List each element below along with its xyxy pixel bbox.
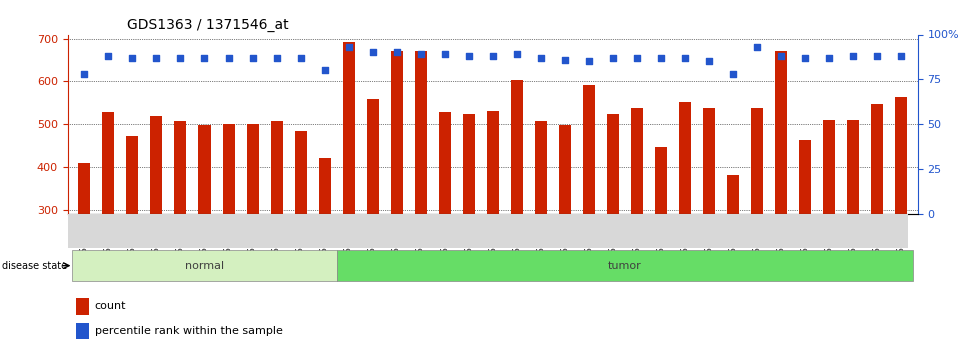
Bar	[535, 121, 547, 338]
Point	[653, 55, 668, 61]
FancyBboxPatch shape	[72, 250, 336, 281]
Bar	[895, 97, 907, 338]
Bar	[463, 114, 474, 338]
Bar	[343, 42, 355, 338]
Point	[389, 50, 405, 55]
Text: tumor: tumor	[608, 261, 641, 270]
Point	[725, 71, 741, 77]
Bar	[222, 124, 235, 338]
Bar	[607, 115, 619, 338]
Bar	[102, 112, 114, 338]
Point	[76, 71, 92, 77]
Bar	[151, 116, 162, 338]
Point	[605, 55, 620, 61]
Point	[845, 53, 861, 59]
Bar	[439, 112, 450, 338]
Text: normal: normal	[185, 261, 224, 270]
Point	[221, 55, 237, 61]
Bar	[78, 162, 91, 338]
Point	[100, 53, 116, 59]
Bar	[295, 131, 306, 338]
Bar	[127, 136, 138, 338]
Point	[412, 51, 428, 57]
Bar	[847, 119, 859, 338]
Point	[821, 55, 837, 61]
Point	[629, 55, 644, 61]
Point	[125, 55, 140, 61]
Text: count: count	[95, 302, 127, 311]
Bar	[799, 140, 810, 338]
Point	[365, 50, 381, 55]
Bar	[175, 121, 186, 338]
Point	[749, 44, 764, 50]
Point	[437, 51, 452, 57]
Bar	[871, 104, 883, 338]
Point	[581, 59, 596, 64]
FancyBboxPatch shape	[336, 250, 913, 281]
Bar	[270, 121, 282, 338]
Text: percentile rank within the sample: percentile rank within the sample	[95, 326, 283, 336]
Bar	[775, 51, 787, 338]
Bar	[414, 51, 427, 338]
Point	[894, 53, 909, 59]
Bar	[76, 298, 89, 315]
Point	[244, 55, 260, 61]
Bar	[390, 51, 403, 338]
Point	[701, 59, 717, 64]
Point	[461, 53, 476, 59]
Point	[149, 55, 164, 61]
Point	[341, 44, 356, 50]
Bar	[679, 102, 691, 338]
Bar	[631, 108, 642, 338]
Bar	[582, 85, 595, 338]
Point	[485, 53, 500, 59]
Bar	[726, 175, 739, 338]
Point	[293, 55, 308, 61]
Bar	[366, 99, 379, 338]
Bar	[487, 111, 498, 338]
Point	[269, 55, 284, 61]
Bar	[703, 108, 715, 338]
Point	[173, 55, 188, 61]
Text: disease state: disease state	[2, 261, 67, 270]
FancyBboxPatch shape	[68, 214, 908, 248]
Bar	[558, 125, 571, 338]
Point	[773, 53, 788, 59]
Point	[557, 57, 573, 62]
Point	[317, 68, 332, 73]
Bar	[76, 323, 89, 339]
Bar	[246, 124, 259, 338]
Bar	[823, 120, 835, 338]
Bar	[751, 108, 763, 338]
Point	[797, 55, 812, 61]
Bar	[655, 147, 667, 338]
Bar	[511, 80, 523, 338]
Point	[509, 51, 525, 57]
Point	[533, 55, 549, 61]
Point	[197, 55, 213, 61]
Point	[869, 53, 885, 59]
Bar	[319, 158, 330, 338]
Bar	[198, 125, 211, 338]
Text: GDS1363 / 1371546_at: GDS1363 / 1371546_at	[128, 18, 289, 32]
Point	[677, 55, 693, 61]
